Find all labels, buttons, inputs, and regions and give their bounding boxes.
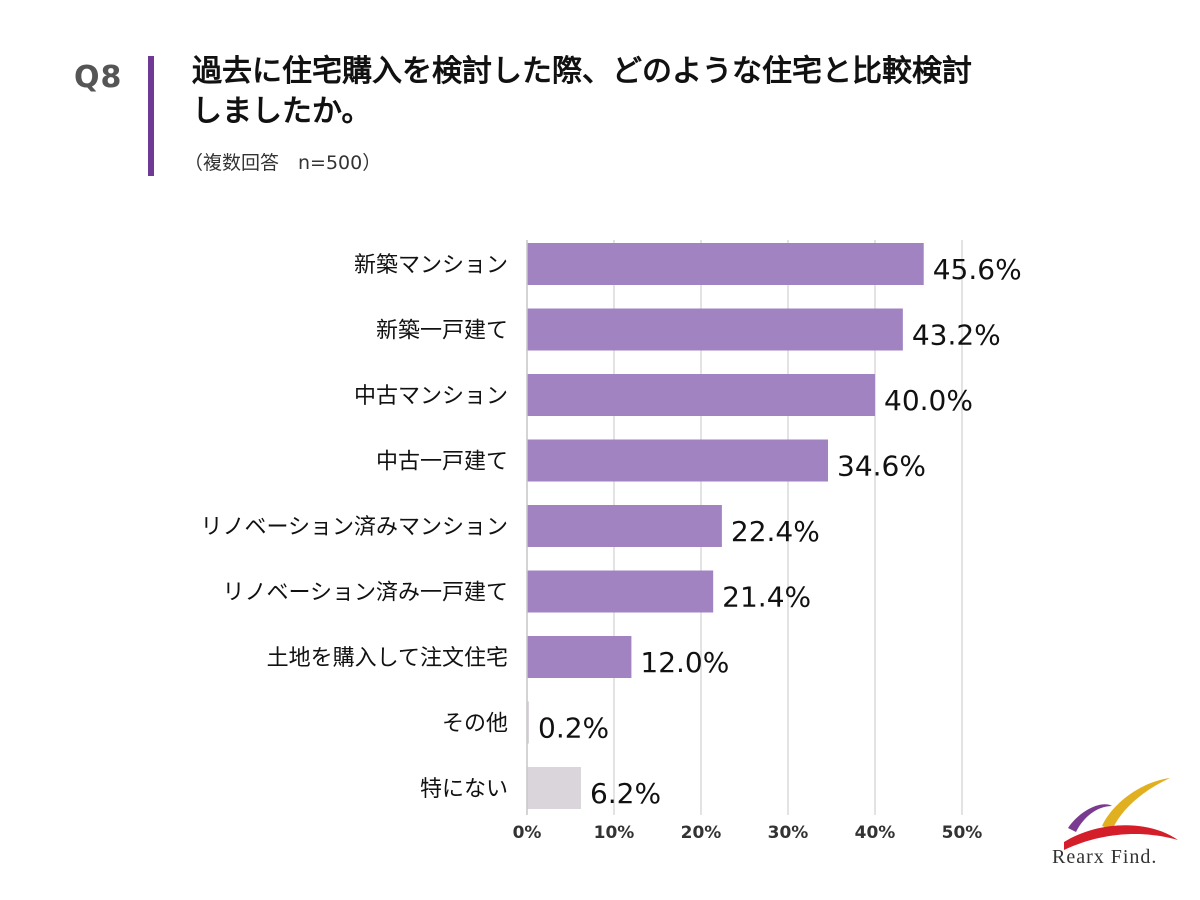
data-label: 12.0% <box>640 646 729 679</box>
brand-logo-text: Rearx Find. <box>1052 846 1158 868</box>
category-label: その他 <box>442 712 508 737</box>
category-label: 土地を購入して注文住宅 <box>267 646 508 671</box>
x-tick-label: 0% <box>513 823 542 843</box>
bar <box>527 308 903 351</box>
chart-title: 過去に住宅購入を検討した際、どのような住宅と比較検討 しましたか。 <box>192 52 1092 132</box>
x-tick-label: 20% <box>681 823 722 843</box>
bar <box>527 439 829 482</box>
title-line-2: しましたか。 <box>192 94 372 129</box>
chart-subtitle: （複数回答 n=500） <box>184 152 382 174</box>
x-tick-label: 40% <box>855 823 896 843</box>
category-label: 新築マンション <box>354 253 508 278</box>
data-label: 22.4% <box>731 515 820 548</box>
bar <box>527 767 581 809</box>
data-label: 21.4% <box>722 581 811 614</box>
data-label: 45.6% <box>933 253 1022 286</box>
data-label: 43.2% <box>912 319 1001 352</box>
bar <box>527 243 924 285</box>
question-number: Q8 <box>74 60 123 95</box>
title-accent-bar <box>148 56 154 176</box>
category-label: 特にない <box>420 777 508 802</box>
category-label: 中古マンション <box>354 384 508 409</box>
bar <box>527 636 632 678</box>
bar <box>527 374 875 416</box>
x-tick-label: 30% <box>768 823 809 843</box>
data-label: 6.2% <box>590 777 661 810</box>
x-tick-label: 50% <box>942 823 983 843</box>
category-label: 新築一戸建て <box>376 319 508 344</box>
category-label: リノベーション済み一戸建て <box>222 581 508 606</box>
data-label: 34.6% <box>837 450 926 483</box>
brand-logo-icon <box>1064 778 1178 850</box>
bar <box>527 570 714 613</box>
bar <box>527 505 722 547</box>
x-tick-label: 10% <box>594 823 635 843</box>
data-label: 0.2% <box>538 712 609 745</box>
data-label: 40.0% <box>884 384 973 417</box>
title-line-1: 過去に住宅購入を検討した際、どのような住宅と比較検討 <box>192 54 972 89</box>
bar <box>527 701 529 744</box>
category-label: リノベーション済みマンション <box>200 515 508 540</box>
category-label: 中古一戸建て <box>376 450 508 475</box>
